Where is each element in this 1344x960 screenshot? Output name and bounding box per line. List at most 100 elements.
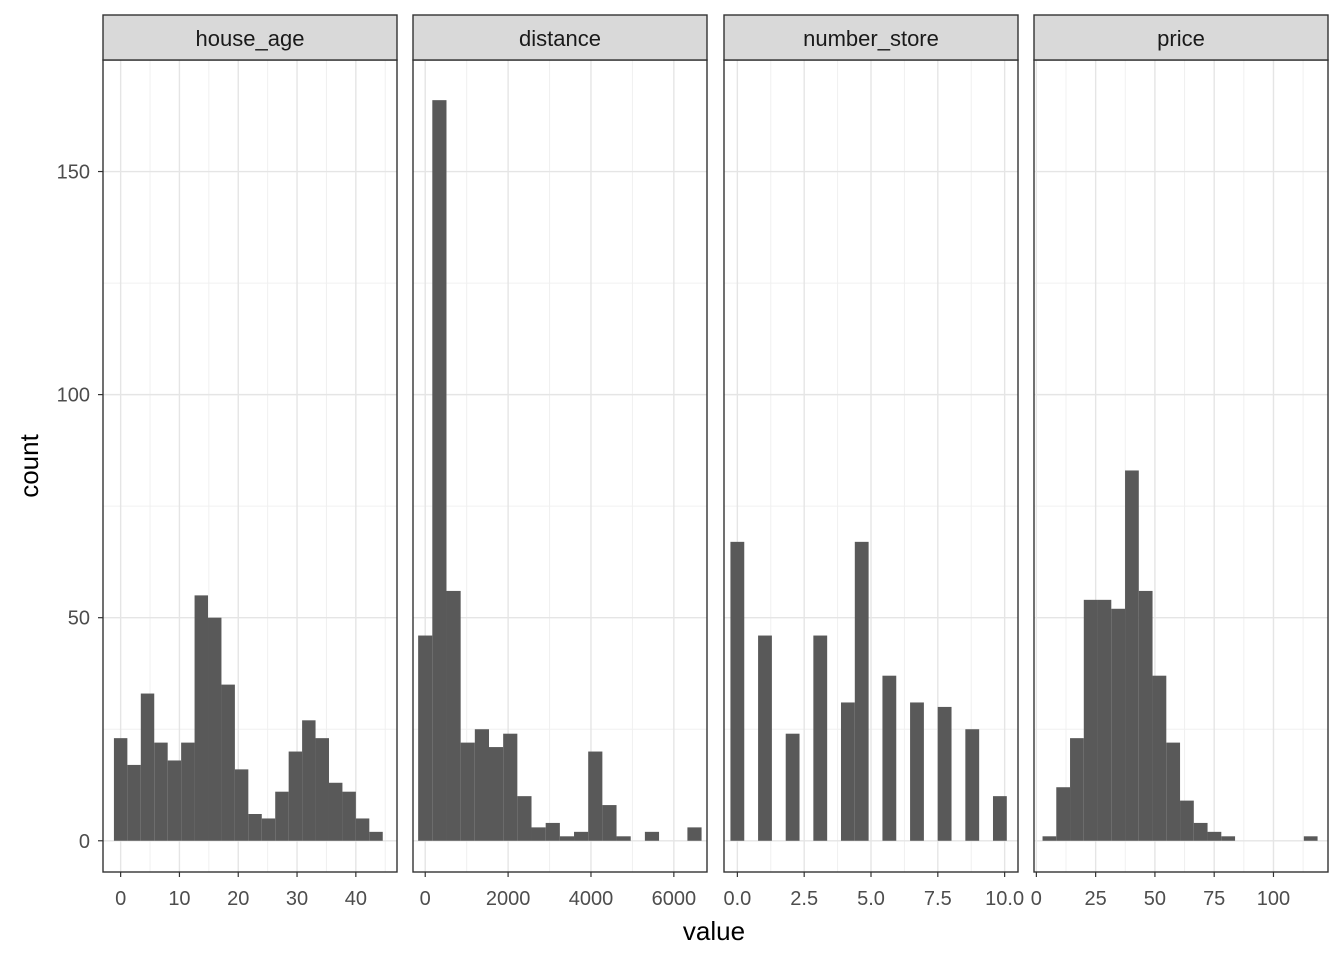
histogram-bar [446,590,461,841]
histogram-bar [369,831,383,841]
histogram-bar [275,791,289,841]
histogram-bar [288,751,303,841]
y-tick-label: 150 [57,162,90,184]
x-tick-label: 4000 [569,888,614,910]
histogram-bar [910,702,924,841]
histogram-bar [840,702,855,841]
panel-background [1034,60,1328,872]
histogram-bar [559,836,575,841]
histogram-bar [154,742,168,841]
histogram-bar [474,729,489,841]
x-tick-label: 10 [168,888,190,910]
y-tick-label: 50 [68,608,90,630]
facet-house-age: house_age 0 10 20 30 40 [102,14,398,910]
x-tick-label: 7.5 [924,888,952,910]
x-tick-label: 50 [1144,888,1166,910]
panel-background [413,60,707,872]
histogram-bar [588,751,603,841]
histogram-bar [1193,822,1208,841]
x-tick-label: 100 [1257,888,1290,910]
histogram-bar [517,796,532,841]
histogram-bar [167,760,182,841]
facet-strip-label: distance [519,26,601,51]
histogram-bar [813,635,828,841]
histogram-bar [937,706,952,841]
histogram-bar [1152,675,1167,841]
histogram-bar [460,742,475,841]
histogram-bar [127,764,141,841]
y-tick-label: 0 [79,831,90,853]
y-tick-label: 100 [57,385,90,407]
histogram-bar [342,791,356,841]
histogram-bar [181,742,195,841]
x-tick-label: 0 [1031,888,1042,910]
facet-strip [1033,14,1329,61]
histogram-bar [234,769,249,841]
histogram-bar [432,100,447,841]
histogram-bar [1303,836,1318,841]
facet-panels: house_age 0 10 20 30 40 distance 0 2000 4000 6000 n… [102,14,1329,910]
facet-distance: distance 0 2000 4000 6000 [412,14,708,910]
x-tick-label: 0 [115,888,126,910]
facet-strip [412,14,708,61]
x-tick-label: 20 [227,888,249,910]
facet-strip-label: number_store [803,26,939,51]
facet-price: price 0 25 50 75 100 [1031,14,1329,910]
histogram-bar [221,684,235,841]
histogram-bar [194,595,209,841]
histogram-bar [965,729,980,841]
histogram-bar [1166,742,1181,841]
histogram-bar [616,836,631,841]
x-tick-label: 2000 [486,888,531,910]
histogram-bar [854,541,869,841]
histogram-bar [488,747,504,841]
x-tick-label: 75 [1203,888,1225,910]
histogram-bar [113,738,128,841]
histogram-bar [418,635,433,841]
x-tick-label: 6000 [652,888,697,910]
histogram-bar [644,831,660,841]
histogram-bar [882,675,897,841]
histogram-bar [1221,836,1236,841]
facet-strip [723,14,1019,61]
histogram-bar [1070,738,1084,841]
histogram-bar [1056,787,1071,841]
x-tick-label: 10.0 [985,888,1024,910]
histogram-bar [315,738,329,841]
x-tick-label: 0.0 [723,888,751,910]
histogram-bar [1207,831,1222,841]
histogram-bar [545,822,560,841]
histogram-bar [261,818,276,841]
histogram-bar [208,617,222,841]
facet-strip-label: house_age [196,26,305,51]
histogram-bar [531,827,546,841]
x-axis-title: value [683,916,745,946]
histogram-bar [602,805,617,841]
histogram-bar [1083,599,1098,841]
histogram-bar [992,796,1007,841]
histogram-bar [140,693,155,841]
histogram-bar [1111,608,1126,841]
facet-strip-label: price [1157,26,1205,51]
histogram-bar [248,814,262,841]
histogram-bar [758,635,772,841]
x-tick-label: 30 [286,888,308,910]
x-tick-label: 25 [1085,888,1107,910]
histogram-bar [574,831,589,841]
histogram-bar [687,827,702,841]
x-tick-label: 0 [420,888,431,910]
x-tick-label: 5.0 [857,888,885,910]
x-tick-label: 2.5 [790,888,818,910]
histogram-bar [1138,590,1153,841]
y-axis-title: count [14,433,44,497]
facet-strip [102,14,398,61]
histogram-bar [730,541,745,841]
histogram-bar [1097,599,1112,841]
x-tick-label: 40 [345,888,367,910]
facet-number-store: number_store 0.0 2.5 5.0 7.5 10.0 [723,14,1024,910]
histogram-bar [355,818,370,841]
histogram-bar [1042,836,1057,841]
histogram-bar [503,733,518,841]
histogram-bar [1180,800,1194,841]
